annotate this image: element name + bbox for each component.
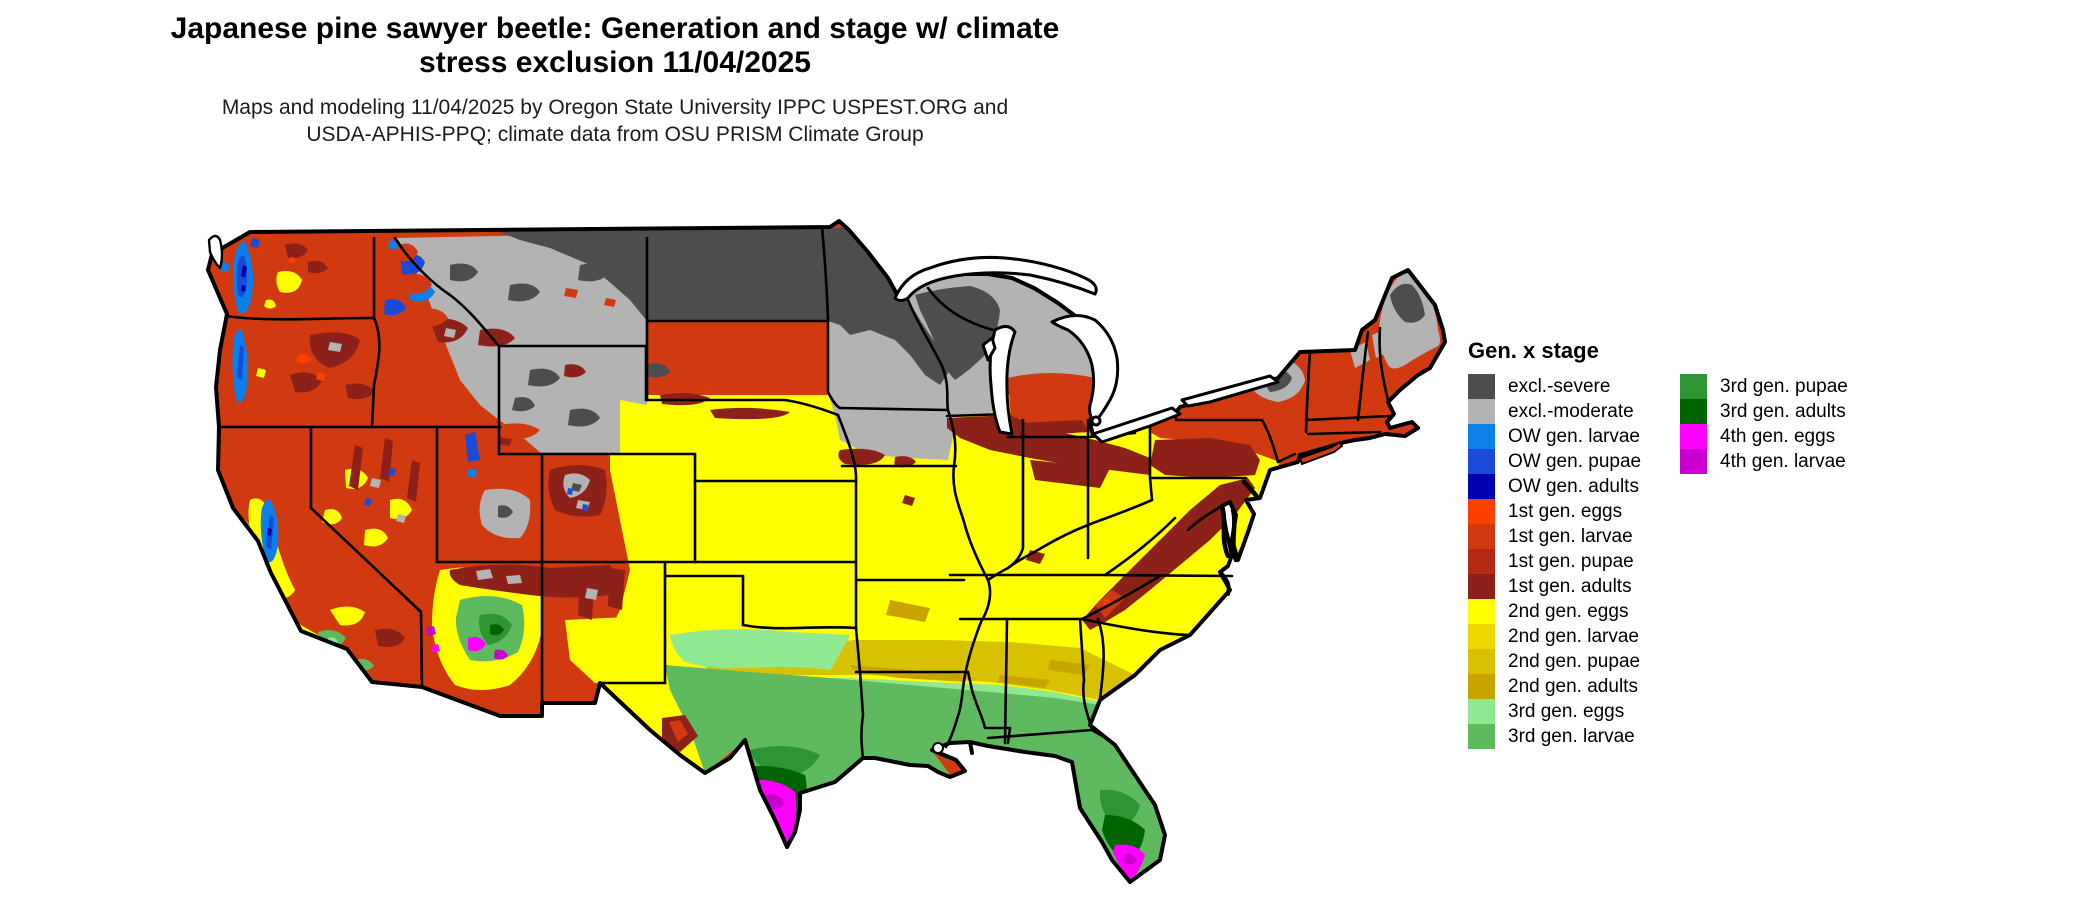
- state-borders: [217, 225, 1392, 760]
- mobile-bay: [968, 740, 974, 755]
- legend-swatch-g1_eggs: [1468, 499, 1495, 524]
- map-fill-layers: [208, 221, 1445, 882]
- legend-label-excl_moderate: excl.-moderate: [1508, 400, 1634, 422]
- pamlico-sound: [1218, 570, 1231, 596]
- legend-label-g3_larvae: 3rd gen. larvae: [1508, 725, 1635, 747]
- legend-label-g2_adults: 2nd gen. adults: [1508, 675, 1638, 697]
- legend-swatch-g1_pupae: [1468, 549, 1495, 574]
- legend-label-g4_larvae: 4th gen. larvae: [1720, 450, 1846, 472]
- lake-st-clair: [1090, 415, 1102, 427]
- green-bay: [981, 336, 997, 362]
- legend-column-1: excl.-severe excl.-moderate OW gen. larvae…: [1468, 374, 1680, 749]
- legend: Gen. x stage excl.-severe excl.-moderate O…: [1468, 338, 1848, 749]
- lake-michigan: [988, 325, 1017, 436]
- legend-swatch-ow_larvae: [1468, 424, 1495, 449]
- chesapeake-bay-east: [1230, 507, 1239, 563]
- legend-swatch-g2_larvae: [1468, 624, 1495, 649]
- legend-label-g3_eggs: 3rd gen. eggs: [1508, 700, 1625, 722]
- legend-item-g3_pupae: 3rd gen. pupae: [1680, 374, 1848, 399]
- legend-swatch-excl_moderate: [1468, 399, 1495, 424]
- legend-swatch-g2_eggs: [1468, 599, 1495, 624]
- legend-item-g2_larvae: 2nd gen. larvae: [1468, 624, 1680, 649]
- lake-pontchartrain: [932, 742, 944, 754]
- legend-swatch-g4_larvae: [1680, 449, 1707, 474]
- legend-item-excl_severe: excl.-severe: [1468, 374, 1680, 399]
- legend-swatch-g2_adults: [1468, 674, 1495, 699]
- legend-label-g1_adults: 1st gen. adults: [1508, 575, 1632, 597]
- legend-label-g2_larvae: 2nd gen. larvae: [1508, 625, 1639, 647]
- great-lakes: [207, 234, 1280, 444]
- legend-swatch-g2_pupae: [1468, 649, 1495, 674]
- legend-item-g2_adults: 2nd gen. adults: [1468, 674, 1680, 699]
- legend-item-g2_pupae: 2nd gen. pupae: [1468, 649, 1680, 674]
- legend-item-g1_pupae: 1st gen. pupae: [1468, 549, 1680, 574]
- coastal-details: [932, 440, 1344, 755]
- legend-label-g1_larvae: 1st gen. larvae: [1508, 525, 1633, 547]
- legend-swatch-g1_larvae: [1468, 524, 1495, 549]
- us-phenology-map: [150, 170, 1460, 892]
- legend-label-g1_pupae: 1st gen. pupae: [1508, 550, 1634, 572]
- legend-label-excl_severe: excl.-severe: [1508, 375, 1611, 397]
- legend-label-ow_adults: OW gen. adults: [1508, 475, 1639, 497]
- legend-label-g4_eggs: 4th gen. eggs: [1720, 425, 1836, 447]
- legend-item-ow_larvae: OW gen. larvae: [1468, 424, 1680, 449]
- legend-item-g1_eggs: 1st gen. eggs: [1468, 499, 1680, 524]
- legend-item-g3_eggs: 3rd gen. eggs: [1468, 699, 1680, 724]
- legend-item-g3_larvae: 3rd gen. larvae: [1468, 724, 1680, 749]
- legend-label-ow_pupae: OW gen. pupae: [1508, 450, 1642, 472]
- lake-erie: [1091, 406, 1182, 444]
- legend-label-g3_adults: 3rd gen. adults: [1720, 400, 1846, 422]
- chesapeake-bay: [1219, 503, 1231, 559]
- legend-swatch-g3_eggs: [1468, 699, 1495, 724]
- legend-item-g1_adults: 1st gen. adults: [1468, 574, 1680, 599]
- legend-swatch-g1_adults: [1468, 574, 1495, 599]
- header: Japanese pine sawyer beetle: Generation …: [0, 12, 1230, 148]
- legend-swatch-g4_eggs: [1680, 424, 1707, 449]
- page-title-line1: Japanese pine sawyer beetle: Generation …: [170, 12, 1060, 45]
- legend-columns: excl.-severe excl.-moderate OW gen. larvae…: [1468, 374, 1848, 749]
- delaware-bay: [1241, 479, 1261, 501]
- lake-ontario: [1180, 374, 1280, 408]
- page-title-line2: stress exclusion 11/04/2025: [419, 46, 811, 79]
- legend-item-ow_adults: OW gen. adults: [1468, 474, 1680, 499]
- legend-item-g4_larvae: 4th gen. larvae: [1680, 449, 1848, 474]
- lake-superior: [893, 255, 1098, 302]
- legend-item-g1_larvae: 1st gen. larvae: [1468, 524, 1680, 549]
- legend-swatch-ow_adults: [1468, 474, 1495, 499]
- legend-swatch-g3_adults: [1680, 399, 1707, 424]
- legend-label-g3_pupae: 3rd gen. pupae: [1720, 375, 1848, 397]
- legend-label-g1_eggs: 1st gen. eggs: [1508, 500, 1623, 522]
- legend-label-ow_larvae: OW gen. larvae: [1508, 425, 1640, 447]
- long-island: [1298, 440, 1344, 466]
- legend-label-g2_eggs: 2nd gen. eggs: [1508, 600, 1629, 622]
- us-map-svg: [206, 219, 1447, 884]
- legend-item-g4_eggs: 4th gen. eggs: [1680, 424, 1848, 449]
- legend-item-g2_eggs: 2nd gen. eggs: [1468, 599, 1680, 624]
- puget-sound: [207, 234, 224, 270]
- subtitle-line1: Maps and modeling 11/04/2025 by Oregon S…: [221, 96, 1009, 119]
- legend-label-g2_pupae: 2nd gen. pupae: [1508, 650, 1641, 672]
- legend-swatch-g3_larvae: [1468, 724, 1495, 749]
- legend-swatch-g3_pupae: [1680, 374, 1707, 399]
- legend-swatch-ow_pupae: [1468, 449, 1495, 474]
- legend-item-ow_pupae: OW gen. pupae: [1468, 449, 1680, 474]
- subtitle: Maps and modeling 11/04/2025 by Oregon S…: [0, 94, 1230, 148]
- legend-item-excl_moderate: excl.-moderate: [1468, 399, 1680, 424]
- legend-item-g3_adults: 3rd gen. adults: [1680, 399, 1848, 424]
- legend-title: Gen. x stage: [1468, 338, 1599, 363]
- legend-column-2: 3rd gen. pupae 3rd gen. adults 4th gen. eg…: [1680, 374, 1848, 474]
- legend-swatch-excl_severe: [1468, 374, 1495, 399]
- subtitle-line2: USDA-APHIS-PPQ; climate data from OSU PR…: [306, 123, 924, 146]
